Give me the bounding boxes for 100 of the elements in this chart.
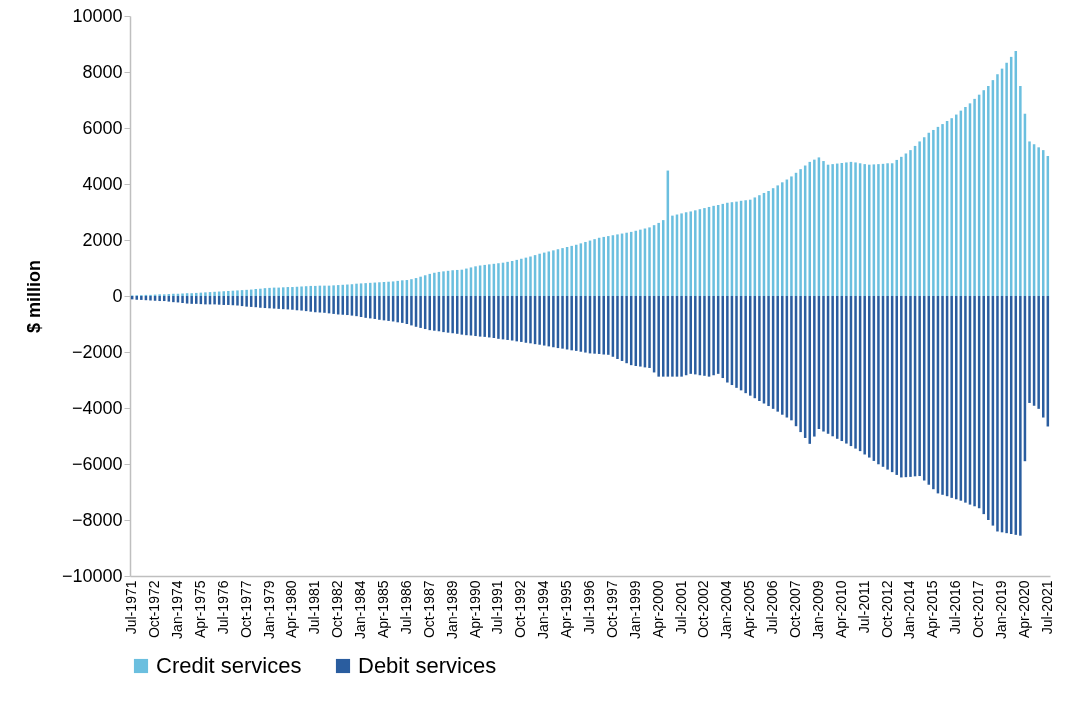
bar bbox=[831, 296, 834, 437]
bar bbox=[657, 222, 660, 296]
bar bbox=[918, 296, 921, 477]
bar bbox=[433, 272, 436, 296]
bar bbox=[538, 296, 541, 345]
bar bbox=[538, 253, 541, 296]
bar bbox=[982, 296, 985, 515]
bar bbox=[570, 296, 573, 351]
bar bbox=[291, 287, 294, 296]
bar bbox=[657, 296, 660, 377]
bar bbox=[1041, 150, 1045, 296]
y-tick-label: −2000 bbox=[71, 341, 123, 362]
bar bbox=[932, 296, 935, 490]
bar bbox=[671, 296, 674, 377]
bar bbox=[661, 296, 665, 377]
bar bbox=[909, 296, 912, 477]
bar bbox=[744, 296, 747, 394]
x-tick-label: Oct-2002 bbox=[695, 580, 712, 639]
x-tick-label: Apr-1985 bbox=[374, 580, 391, 639]
bar bbox=[364, 283, 367, 296]
bar bbox=[323, 285, 326, 296]
x-tick-label: Jul-1996 bbox=[581, 580, 597, 635]
x-tick-label: Apr-2005 bbox=[741, 580, 758, 639]
bar bbox=[868, 296, 871, 458]
legend-label: Debit services bbox=[358, 653, 497, 678]
bar bbox=[227, 290, 230, 296]
bar bbox=[955, 114, 958, 296]
bar bbox=[575, 296, 578, 351]
bar bbox=[204, 296, 207, 305]
bar bbox=[996, 296, 999, 532]
bar bbox=[1028, 141, 1031, 296]
bar bbox=[520, 296, 523, 342]
bar bbox=[790, 296, 793, 421]
bar bbox=[1028, 296, 1031, 403]
bar bbox=[387, 281, 390, 296]
bar bbox=[813, 296, 816, 437]
bar bbox=[831, 164, 834, 296]
bar bbox=[735, 296, 738, 388]
bar bbox=[996, 74, 999, 296]
bar bbox=[648, 296, 651, 368]
bar bbox=[1041, 296, 1045, 418]
bar bbox=[886, 163, 889, 296]
bar bbox=[602, 236, 605, 296]
bar bbox=[845, 162, 848, 296]
bar bbox=[181, 296, 184, 303]
bar bbox=[918, 141, 921, 296]
bar bbox=[474, 266, 477, 296]
bar bbox=[195, 292, 198, 296]
bar bbox=[190, 293, 193, 296]
bar bbox=[483, 296, 486, 337]
bar bbox=[616, 296, 619, 359]
bar bbox=[987, 296, 990, 520]
bar bbox=[964, 107, 967, 296]
bar bbox=[799, 296, 802, 433]
bar bbox=[909, 150, 912, 296]
bar bbox=[259, 288, 262, 296]
bar bbox=[950, 118, 953, 296]
bar bbox=[767, 296, 770, 407]
bar bbox=[300, 296, 303, 311]
bar bbox=[973, 98, 976, 296]
x-tick-label: Jan-2004 bbox=[718, 580, 735, 639]
y-tick-label: 4000 bbox=[82, 173, 123, 194]
x-tick-label: Jul-1976 bbox=[214, 580, 231, 635]
bar bbox=[950, 296, 953, 498]
bar bbox=[868, 164, 871, 296]
bar bbox=[140, 296, 143, 300]
x-tick-label: Jan-2009 bbox=[809, 580, 826, 639]
x-tick-label: Oct-1997 bbox=[603, 580, 620, 639]
bar bbox=[314, 285, 317, 296]
bar bbox=[854, 162, 857, 296]
x-tick-label: Jan-2014 bbox=[901, 580, 918, 639]
bar bbox=[474, 296, 477, 337]
x-tick-label: Apr-1995 bbox=[558, 580, 575, 639]
x-tick-label: Jul-2006 bbox=[764, 580, 781, 635]
bar bbox=[895, 159, 898, 296]
bar bbox=[396, 280, 399, 296]
x-tick-label: Jan-1974 bbox=[168, 580, 185, 639]
bar bbox=[355, 283, 358, 296]
bar bbox=[781, 182, 784, 296]
bar bbox=[900, 156, 903, 296]
bar bbox=[222, 291, 225, 296]
x-tick-label: Oct-1987 bbox=[420, 580, 437, 639]
x-tick-label: Oct-1982 bbox=[329, 580, 346, 639]
bar bbox=[520, 258, 523, 296]
bar bbox=[758, 296, 761, 401]
bar bbox=[584, 296, 587, 353]
bar bbox=[694, 296, 697, 375]
bar bbox=[442, 271, 445, 296]
bar bbox=[245, 296, 248, 307]
x-tick-label: Apr-2000 bbox=[649, 580, 666, 639]
bar bbox=[561, 248, 564, 296]
bar bbox=[593, 296, 596, 354]
legend-label: Credit services bbox=[156, 653, 302, 678]
bar bbox=[465, 268, 468, 296]
bar bbox=[515, 259, 519, 296]
bar bbox=[648, 227, 651, 296]
y-tick-label: 8000 bbox=[82, 61, 123, 82]
bar bbox=[1005, 296, 1008, 534]
bar bbox=[529, 296, 532, 344]
bar bbox=[213, 291, 216, 296]
